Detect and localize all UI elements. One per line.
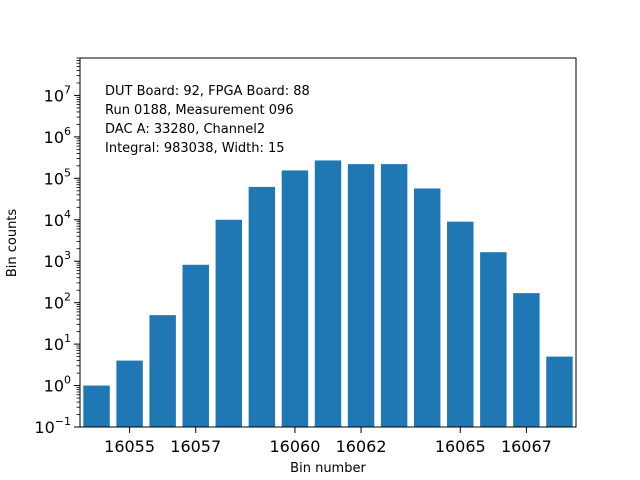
y-tick-label: 105 [44,166,71,188]
x-tick-label: 16067 [501,437,552,456]
y-axis-ticks: 10−1 100 101 102 103 104 105 106 107 [34,57,80,437]
annotation-block: DUT Board: 92, FPGA Board: 88 Run 0188, M… [105,84,310,156]
bar-16056 [149,315,176,427]
bar-16067 [513,293,540,427]
bar-16068 [546,356,573,427]
bar-16054 [83,385,110,427]
annotation-line: DAC A: 33280, Channel2 [105,122,265,137]
bar-16058 [215,219,243,427]
bar-16066 [480,252,507,427]
annotation-line: Integral: 983038, Width: 15 [105,141,285,156]
annotation-line: DUT Board: 92, FPGA Board: 88 [105,84,310,99]
x-tick-label: 16057 [170,437,221,456]
y-tick-label: 103 [44,249,71,271]
y-axis-label: Bin counts [5,209,20,278]
y-tick-label: 101 [44,332,71,354]
x-axis-label: Bin number [290,461,366,476]
bar-16061 [314,160,342,428]
x-tick-label: 16060 [269,437,320,456]
bar-16060 [281,170,309,427]
y-tick-label: 106 [44,125,71,147]
plot-frame [79,57,577,428]
bar-16064 [413,188,441,427]
y-tick-label: 10−1 [34,415,71,437]
bar-16059 [248,186,276,427]
y-tick-label: 100 [44,374,71,396]
x-axis-ticks: 16055 16057 16060 16062 16065 16067 [104,427,552,456]
bar-16063 [380,164,408,428]
bars-group [83,160,573,428]
bar-16055 [116,360,143,427]
bar-16057 [182,264,209,427]
annotation-line: Run 0188, Measurement 096 [105,103,294,118]
x-tick-label: 16062 [336,437,387,456]
bar-16065 [447,221,474,427]
y-tick-label: 107 [44,83,71,105]
x-tick-label: 16065 [435,437,486,456]
bar-16062 [347,164,375,428]
y-tick-label: 102 [44,291,71,313]
y-tick-label: 104 [44,208,71,230]
x-tick-label: 16055 [104,437,155,456]
